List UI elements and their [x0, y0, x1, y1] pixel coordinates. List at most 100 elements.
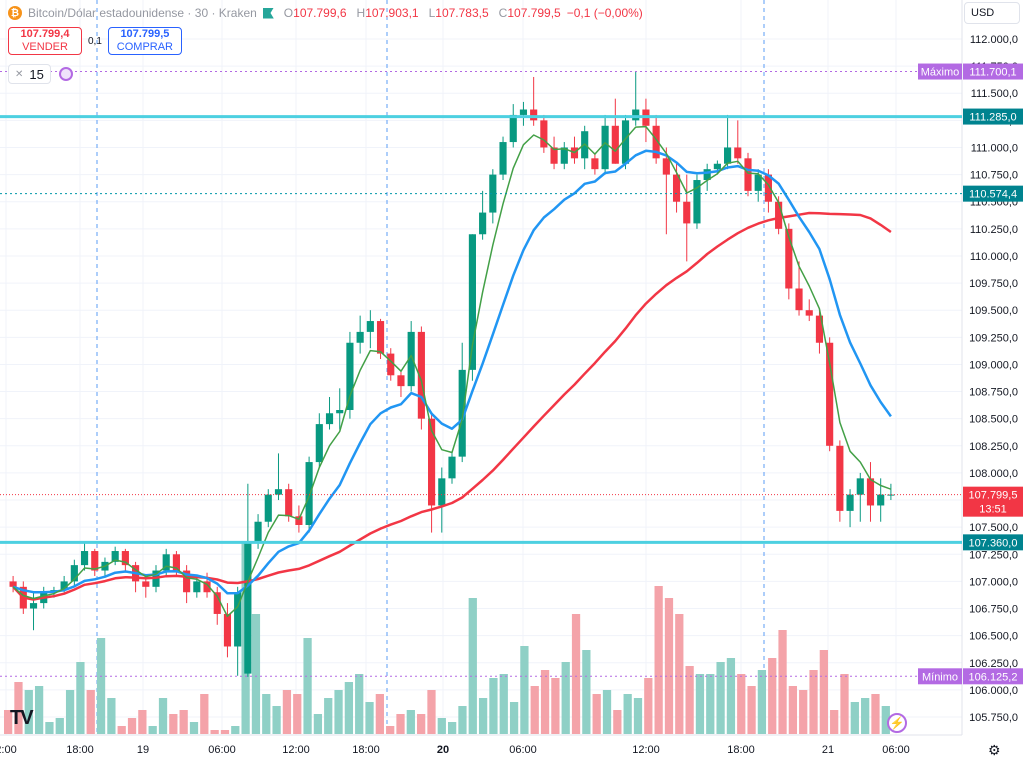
volume-bar — [654, 586, 663, 734]
candle-body — [826, 342, 834, 446]
volume-bar — [375, 694, 384, 734]
x-tick-label: 12:00 — [632, 744, 660, 756]
max-price-label-bg — [963, 63, 1023, 80]
volume-bar — [65, 690, 75, 734]
volume-bar — [757, 670, 767, 734]
volume-bar — [530, 686, 539, 734]
spread-value: 0,1 — [88, 35, 102, 47]
interval-value: 15 — [29, 66, 44, 82]
volume-bar — [571, 614, 581, 734]
sma-long-line — [12, 211, 892, 601]
currency-selector[interactable]: USD — [964, 2, 1020, 24]
candle-body — [346, 342, 354, 411]
volume-bar — [747, 686, 756, 734]
candle-body — [285, 489, 293, 517]
symbol-title: Bitcoin/Dólar estadounidense · 30 · Krak… — [28, 6, 257, 20]
candle-body — [499, 142, 507, 175]
trade-panel: 107.799,4 VENDER 0,1 107.799,5 COMPRAR — [8, 27, 182, 55]
y-tick-label: 111.500,0 — [971, 88, 1018, 100]
volume-bar — [107, 698, 116, 734]
candle-body — [428, 418, 436, 506]
volume-bar — [726, 658, 736, 734]
y-tick-label: 106.750,0 — [969, 604, 1018, 616]
candle-body — [764, 174, 772, 202]
candle-body — [397, 375, 405, 387]
volume-bar — [158, 698, 168, 734]
volume-bar — [592, 694, 601, 734]
gear-icon[interactable]: ⚙ — [988, 742, 1001, 758]
flag-icon[interactable] — [262, 7, 274, 19]
tradingview-logo-icon[interactable]: TV — [10, 707, 34, 729]
sell-price: 107.799,4 — [20, 28, 70, 40]
candle-body — [815, 315, 824, 343]
candle-body — [336, 410, 344, 414]
candle-body — [724, 147, 732, 164]
volume-bar — [695, 674, 705, 734]
volume-bar — [34, 686, 44, 734]
candle-body — [662, 158, 670, 175]
candle-body — [509, 114, 517, 143]
candle-body — [795, 288, 803, 311]
currency-label: USD — [971, 7, 995, 19]
candle-body — [234, 592, 242, 647]
candle-body — [244, 543, 252, 674]
y-tick-label: 110.750,0 — [970, 170, 1018, 182]
ohlc-low: L107.783,5 — [428, 6, 489, 20]
symbol-legend[interactable]: ₿ Bitcoin/Dólar estadounidense · 30 · Kr… — [8, 4, 643, 22]
y-tick-label: 110.250,0 — [970, 224, 1018, 236]
interval-button[interactable]: ✕ 15 — [8, 64, 51, 84]
volume-bar — [478, 698, 488, 734]
volume-bar — [871, 694, 880, 734]
volume-bar — [355, 674, 364, 734]
y-tick-label: 105.750,0 — [969, 712, 1018, 724]
x-tick-label: 20 — [437, 744, 449, 756]
volume-bar — [582, 650, 591, 734]
candle-body — [203, 581, 211, 593]
candle-body — [785, 228, 793, 289]
x-tick-label: 12:00 — [282, 744, 310, 756]
candle-body — [877, 494, 885, 506]
candle-body — [60, 581, 68, 591]
volume-bar — [840, 674, 849, 734]
candle-body — [295, 516, 303, 525]
y-tick-label: 106.250,0 — [969, 658, 1018, 670]
drag-handle-icon: ✕ — [15, 68, 24, 80]
lightning-icon[interactable]: ⚡ — [887, 713, 907, 733]
volume-bar — [406, 710, 415, 734]
y-tick-label: 109.000,0 — [969, 359, 1018, 371]
volume-bar — [830, 710, 839, 734]
candle-body — [601, 125, 609, 170]
candle-body — [479, 212, 487, 235]
candle-body — [530, 109, 538, 121]
volume-bar — [799, 690, 808, 734]
upper-line-label: 111.285,0 — [969, 112, 1016, 124]
candle-body — [172, 554, 180, 571]
volume-bar — [45, 722, 54, 734]
volume-bar — [24, 690, 33, 734]
candle-body — [856, 478, 864, 495]
candle-body — [193, 581, 201, 593]
candle-body — [325, 413, 334, 425]
volume-bar — [520, 646, 529, 734]
sell-button[interactable]: 107.799,4 VENDER — [8, 27, 82, 55]
volume-bar — [768, 658, 777, 734]
volume-bar — [613, 710, 622, 734]
y-tick-label: 107.250,0 — [969, 549, 1018, 561]
candles — [9, 71, 895, 677]
max-price-label: 111.700,1 — [969, 67, 1016, 79]
volume-bar — [14, 682, 23, 734]
buy-button[interactable]: 107.799,5 COMPRAR — [107, 27, 182, 55]
candle-body — [254, 521, 262, 544]
min-price-label: 106.125,2 — [969, 671, 1018, 683]
volume-bar — [716, 662, 725, 734]
volume-bar — [76, 662, 85, 734]
volume-bar — [127, 718, 137, 734]
buy-price: 107.799,5 — [120, 28, 170, 40]
y-tick-label: 108.500,0 — [969, 414, 1018, 426]
ohlc-open: O107.799,6 — [283, 6, 347, 20]
sync-icon[interactable] — [58, 67, 73, 81]
upper-line-label-bg — [963, 108, 1023, 125]
y-tick-label: 112.000,0 — [970, 34, 1018, 46]
